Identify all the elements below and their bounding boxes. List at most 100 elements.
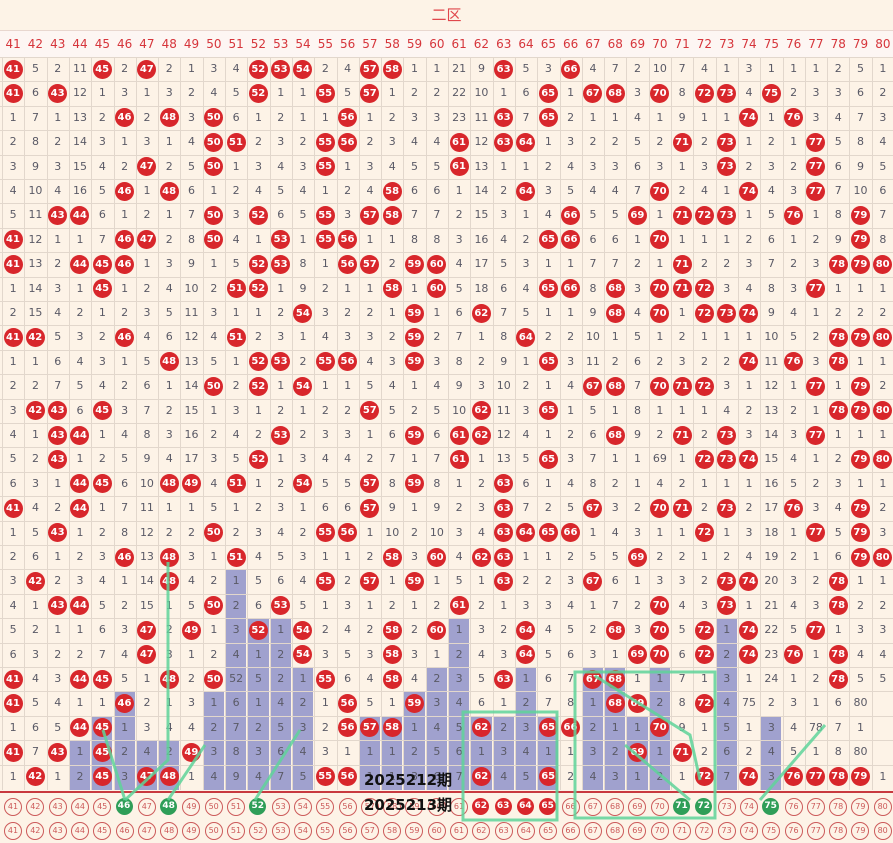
predicted-number-ball[interactable]: 75 [762, 798, 780, 815]
miss-count: 6 [589, 232, 597, 246]
selected-number-ball[interactable]: 63 [494, 798, 512, 815]
miss-count: 9 [188, 257, 196, 271]
number-circle[interactable]: 60 [427, 822, 446, 840]
number-circle[interactable]: 61 [450, 798, 468, 816]
number-circle[interactable]: 70 [650, 798, 669, 816]
selected-number-ball[interactable]: 65 [539, 798, 557, 815]
number-circle[interactable]: 62 [472, 822, 491, 840]
drawn-number-ball: 60 [427, 254, 447, 274]
number-circle[interactable]: 64 [516, 822, 535, 840]
number-circle[interactable]: 78 [829, 798, 848, 816]
number-circle[interactable]: 71 [673, 822, 691, 840]
number-circle[interactable]: 75 [762, 822, 781, 840]
number-circle[interactable]: 79 [851, 798, 870, 816]
number-circle[interactable]: 79 [851, 822, 870, 840]
predicted-number-ball[interactable]: 46 [115, 798, 133, 815]
grid-hline [0, 642, 893, 644]
number-circle[interactable]: 51 [227, 798, 245, 816]
number-circle[interactable]: 54 [293, 822, 312, 840]
selected-number-ball[interactable]: 62 [472, 798, 490, 815]
selected-number-ball[interactable]: 64 [516, 798, 534, 815]
predicted-number-ball[interactable]: 71 [673, 798, 690, 815]
predicted-number-ball[interactable]: 52 [249, 798, 267, 815]
number-circle[interactable]: 55 [316, 822, 335, 840]
number-circle[interactable]: 51 [227, 822, 245, 840]
number-circle[interactable]: 67 [583, 798, 602, 816]
miss-count: 1 [723, 184, 731, 197]
number-circle[interactable]: 46 [115, 822, 134, 840]
number-circle[interactable]: 77 [806, 798, 825, 816]
drawn-number-ball: 61 [449, 596, 469, 616]
number-circle[interactable]: 61 [450, 822, 468, 840]
number-circle[interactable]: 58 [383, 798, 402, 816]
number-circle[interactable]: 47 [137, 798, 156, 816]
number-circle[interactable]: 49 [182, 798, 201, 816]
number-circle[interactable]: 43 [48, 822, 67, 840]
number-circle[interactable]: 69 [628, 798, 647, 816]
number-circle[interactable]: 57 [360, 822, 379, 840]
number-circle[interactable]: 58 [383, 822, 402, 840]
number-circle[interactable]: 41 [4, 798, 22, 816]
number-circle[interactable]: 76 [784, 798, 803, 816]
drawn-number-ball: 72 [694, 279, 714, 299]
number-circle[interactable]: 77 [806, 822, 825, 840]
number-circle[interactable]: 44 [70, 798, 89, 816]
number-circle[interactable]: 60 [427, 798, 446, 816]
number-circle[interactable]: 55 [316, 798, 335, 816]
number-circle[interactable]: 74 [739, 822, 758, 840]
column-header: 69 [629, 37, 646, 51]
number-circle[interactable]: 59 [405, 822, 424, 840]
miss-count: 2 [254, 428, 262, 441]
number-circle[interactable]: 72 [695, 822, 714, 840]
number-circle[interactable]: 47 [137, 822, 156, 840]
number-circle[interactable]: 42 [26, 822, 45, 840]
number-circle[interactable]: 49 [182, 822, 201, 840]
miss-count: 1 [299, 232, 307, 246]
number-circle[interactable]: 59 [405, 798, 424, 816]
number-circle[interactable]: 44 [70, 822, 89, 840]
predicted-number-ball[interactable]: 48 [160, 798, 178, 815]
number-circle[interactable]: 57 [360, 798, 379, 816]
number-circle[interactable]: 69 [628, 822, 647, 840]
number-circle[interactable]: 76 [784, 822, 803, 840]
number-circle[interactable]: 50 [204, 798, 223, 816]
number-circle[interactable]: 68 [606, 798, 625, 816]
number-circle[interactable]: 66 [561, 798, 580, 816]
miss-count: 4 [433, 379, 441, 393]
miss-count: 5 [277, 720, 285, 734]
number-circle[interactable]: 73 [717, 822, 736, 840]
number-circle[interactable]: 45 [93, 798, 112, 816]
number-circle[interactable]: 53 [271, 822, 290, 840]
number-circle[interactable]: 42 [26, 798, 45, 816]
miss-count: 4 [31, 672, 39, 685]
miss-count: 21 [452, 62, 467, 75]
number-circle[interactable]: 80 [873, 822, 892, 840]
number-circle[interactable]: 74 [739, 798, 758, 816]
number-circle[interactable]: 80 [873, 798, 892, 816]
number-circle[interactable]: 45 [93, 822, 112, 840]
number-circle[interactable]: 67 [583, 822, 602, 840]
number-circle[interactable]: 56 [338, 822, 357, 840]
miss-count: 2 [723, 550, 731, 563]
predicted-number-ball[interactable]: 72 [695, 798, 713, 815]
miss-count: 2 [477, 476, 485, 490]
number-circle[interactable]: 53 [271, 798, 290, 816]
number-circle[interactable]: 50 [204, 822, 223, 840]
number-circle[interactable]: 68 [606, 822, 625, 840]
number-circle[interactable]: 63 [494, 822, 513, 840]
miss-count: 2 [366, 306, 374, 319]
number-circle[interactable]: 41 [4, 822, 22, 840]
number-circle[interactable]: 65 [539, 822, 558, 840]
number-circle[interactable]: 78 [829, 822, 848, 840]
number-circle[interactable]: 66 [561, 822, 580, 840]
number-circle[interactable]: 43 [48, 798, 67, 816]
miss-count: 1 [433, 574, 441, 588]
drawn-number-ball: 45 [92, 669, 112, 689]
number-circle[interactable]: 73 [717, 798, 736, 816]
number-circle[interactable]: 48 [160, 822, 179, 840]
number-circle[interactable]: 52 [249, 822, 268, 840]
number-circle[interactable]: 54 [293, 798, 312, 816]
column-header: 78 [830, 37, 846, 51]
number-circle[interactable]: 56 [338, 798, 357, 816]
number-circle[interactable]: 70 [650, 822, 669, 840]
